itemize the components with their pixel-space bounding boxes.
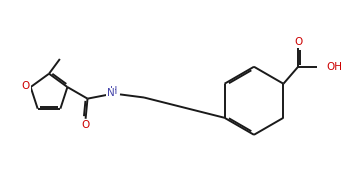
Text: N: N: [107, 88, 114, 98]
Text: O: O: [82, 120, 90, 130]
Text: O: O: [22, 81, 30, 91]
Text: OH: OH: [326, 62, 342, 72]
Text: O: O: [294, 37, 302, 47]
Text: H: H: [110, 86, 117, 96]
